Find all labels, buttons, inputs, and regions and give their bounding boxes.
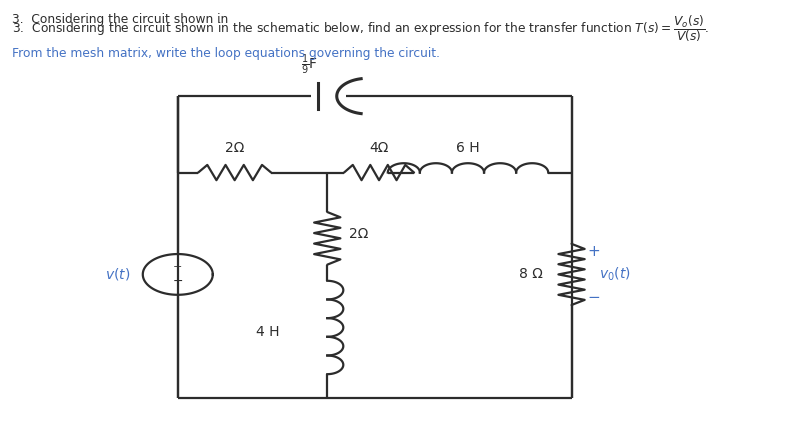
- Text: 8 Ω: 8 Ω: [518, 267, 543, 281]
- Text: 3.  Considering the circuit shown in the schematic below, find an expression for: 3. Considering the circuit shown in the …: [11, 13, 709, 44]
- Text: 4Ω: 4Ω: [369, 141, 388, 155]
- Text: +: +: [588, 243, 600, 258]
- Text: 4 H: 4 H: [256, 325, 280, 339]
- Text: +: +: [173, 262, 182, 272]
- Text: 3.  Considering the circuit shown in: 3. Considering the circuit shown in: [11, 13, 232, 26]
- Text: $\frac{1}{9}$F: $\frac{1}{9}$F: [301, 53, 318, 77]
- Text: 6 H: 6 H: [457, 141, 480, 155]
- Text: $v_0(t)$: $v_0(t)$: [599, 266, 631, 283]
- Text: 2Ω: 2Ω: [225, 141, 244, 155]
- Text: From the mesh matrix, write the loop equations governing the circuit.: From the mesh matrix, write the loop equ…: [11, 47, 440, 60]
- Text: $v(t)$: $v(t)$: [105, 267, 131, 283]
- Text: −: −: [173, 275, 183, 288]
- Text: −: −: [588, 290, 600, 305]
- Text: 2Ω: 2Ω: [350, 227, 368, 241]
